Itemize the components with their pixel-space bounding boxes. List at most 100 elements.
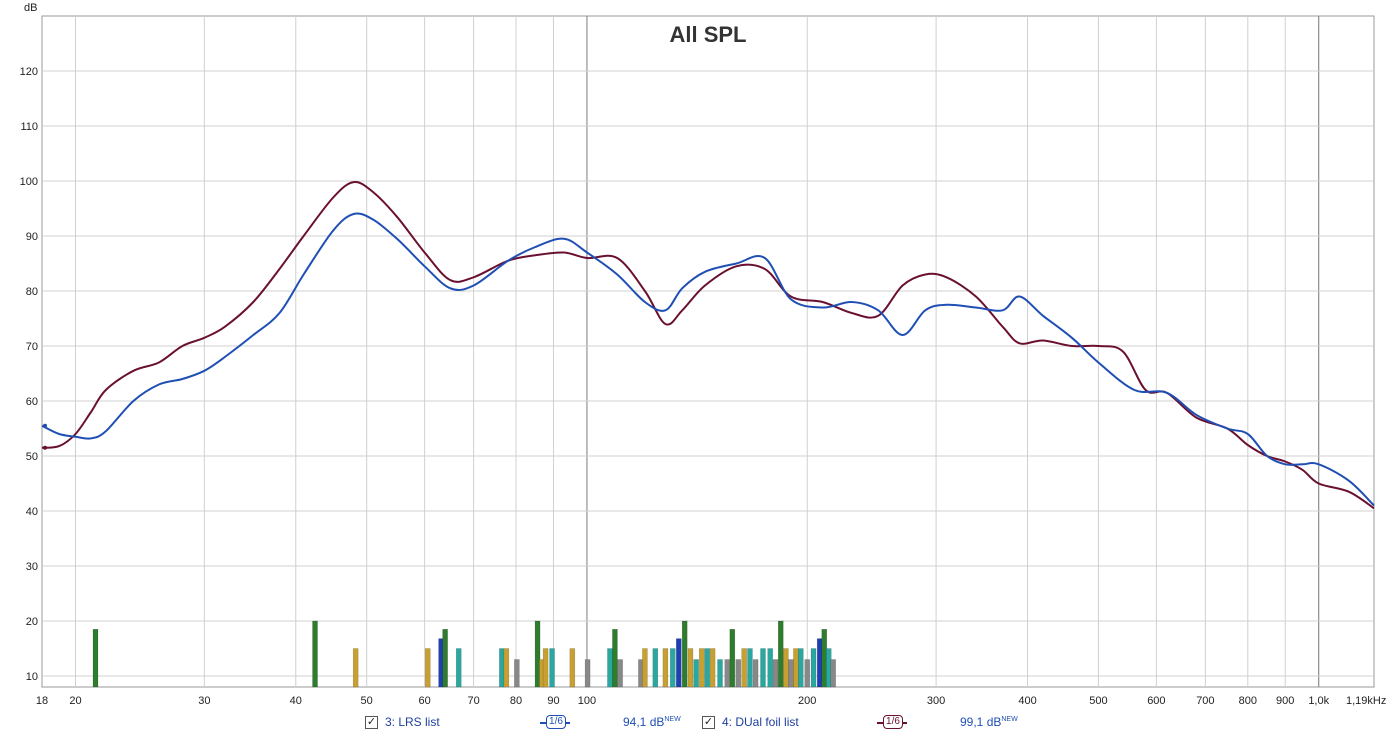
smoothing-control-lrs[interactable]: 1/6 [540, 715, 570, 729]
marker-bar [607, 648, 613, 688]
marker-bar [92, 629, 99, 688]
marker-bar [670, 648, 676, 688]
marker-bar [617, 659, 623, 688]
y-tick-label: 80 [26, 286, 38, 298]
x-tick-label: 60 [418, 695, 430, 707]
x-axis-unit-label: 1,19kHz [1346, 695, 1386, 707]
legend-value-lrs-text: 94,1 dB [623, 715, 665, 729]
marker-bar [549, 648, 555, 688]
legend-label-dual[interactable]: 4: DUal foil list [722, 715, 799, 729]
legend-value-lrs: 94,1 dBNEW [623, 715, 681, 729]
x-tick-label: 1,0k [1308, 695, 1329, 707]
marker-bar [724, 659, 731, 688]
x-tick-label: 800 [1239, 695, 1257, 707]
marker-bar [760, 648, 766, 688]
marker-bar [788, 659, 794, 688]
legend-checkbox-dual[interactable]: ✓ [702, 716, 715, 729]
marker-bar [741, 648, 747, 688]
series-line-lrs [41, 212, 1375, 507]
x-tick-label: 100 [578, 695, 596, 707]
legend-checkbox-lrs[interactable]: ✓ [365, 716, 378, 729]
marker-bar [352, 648, 359, 688]
x-tick-label: 300 [927, 695, 945, 707]
y-tick-label: 90 [26, 231, 38, 243]
marker-bar [455, 648, 462, 688]
x-tick-label: 500 [1089, 695, 1107, 707]
marker-bar [612, 629, 618, 688]
marker-bar [777, 620, 784, 688]
marker-bar [752, 659, 759, 688]
y-tick-label: 60 [26, 396, 38, 408]
y-tick-label: 100 [20, 176, 38, 188]
marker-bar [642, 648, 648, 688]
x-tick-label: 70 [467, 695, 479, 707]
marker-bar [503, 648, 510, 688]
x-tick-label: 50 [361, 695, 373, 707]
marker-bar [425, 648, 431, 688]
y-tick-label: 10 [26, 671, 38, 683]
marker-bar [499, 648, 505, 688]
marker-bar [584, 659, 591, 688]
grid-lines [42, 16, 1374, 687]
marker-bar [793, 648, 799, 688]
legend-value-dual-text: 99,1 dB [960, 715, 1002, 729]
marker-bar [816, 638, 823, 688]
y-tick-labels: 10 20 30 40 50 60 70 80 90 100 110 120 [20, 66, 38, 683]
series-lines [41, 181, 1375, 510]
marker-bar [747, 648, 753, 688]
spl-chart: 10 20 30 40 50 60 70 80 90 100 110 120 18 20 30 40 50 60… [20, 2, 1387, 707]
y-tick-label: 30 [26, 561, 38, 573]
x-tick-label: 90 [547, 695, 559, 707]
marker-bar [798, 648, 804, 688]
y-tick-label: 120 [20, 66, 38, 78]
marker-bar [442, 629, 448, 688]
legend-badge-dual: NEW [1001, 716, 1018, 723]
marker-bar [783, 648, 789, 688]
marker-bar [534, 620, 541, 688]
marker-bar [830, 659, 836, 688]
legend-label-lrs[interactable]: 3: LRS list [385, 715, 440, 729]
x-tick-label: 900 [1276, 695, 1294, 707]
x-tick-label: 20 [69, 695, 81, 707]
marker-bar [569, 648, 576, 688]
y-tick-label: 110 [20, 121, 38, 133]
y-tick-label: 50 [26, 451, 38, 463]
x-tick-label: 200 [798, 695, 816, 707]
marker-bar [662, 648, 669, 688]
marker-bar [681, 620, 688, 688]
smoothing-control-dual[interactable]: 1/6 [877, 715, 907, 729]
smoothing-value-lrs: 1/6 [546, 715, 566, 729]
marker-bar [810, 648, 817, 688]
plot-area [41, 15, 1375, 688]
y-tick-label: 20 [26, 616, 38, 628]
marker-bar [767, 648, 773, 688]
marker-bar [717, 659, 723, 688]
legend-badge-lrs: NEW [664, 716, 681, 723]
y-tick-label: 70 [26, 341, 38, 353]
marker-bar [312, 620, 318, 688]
marker-bar [772, 659, 779, 688]
x-tick-labels: 18 20 30 40 50 60 70 80 90 100 200 300 400 500 600 700 8… [36, 695, 1330, 707]
legend-value-dual: 99,1 dBNEW [960, 715, 1018, 729]
marker-bar [735, 659, 742, 688]
y-axis-label: dB [24, 2, 37, 14]
marker-bar [542, 648, 549, 688]
smoothing-value-dual: 1/6 [883, 715, 903, 729]
marker-bar [709, 648, 716, 688]
chart-title: All SPL [669, 22, 746, 47]
marker-bar [514, 659, 520, 688]
x-tick-label: 30 [198, 695, 210, 707]
marker-bar [804, 659, 810, 688]
x-tick-label: 400 [1018, 695, 1036, 707]
legend: ✓ 3: LRS list 1/6 94,1 dBNEW ✓ 4: DUal f… [0, 712, 1395, 734]
marker-bar [693, 659, 699, 688]
series-start-point [43, 423, 47, 428]
x-tick-label: 80 [510, 695, 522, 707]
marker-bar [729, 629, 736, 688]
x-tick-label: 40 [290, 695, 302, 707]
x-tick-label: 18 [36, 695, 48, 707]
x-tick-label: 700 [1196, 695, 1214, 707]
marker-bar [687, 648, 694, 688]
marker-bar [704, 648, 710, 688]
marker-bar [652, 648, 659, 688]
